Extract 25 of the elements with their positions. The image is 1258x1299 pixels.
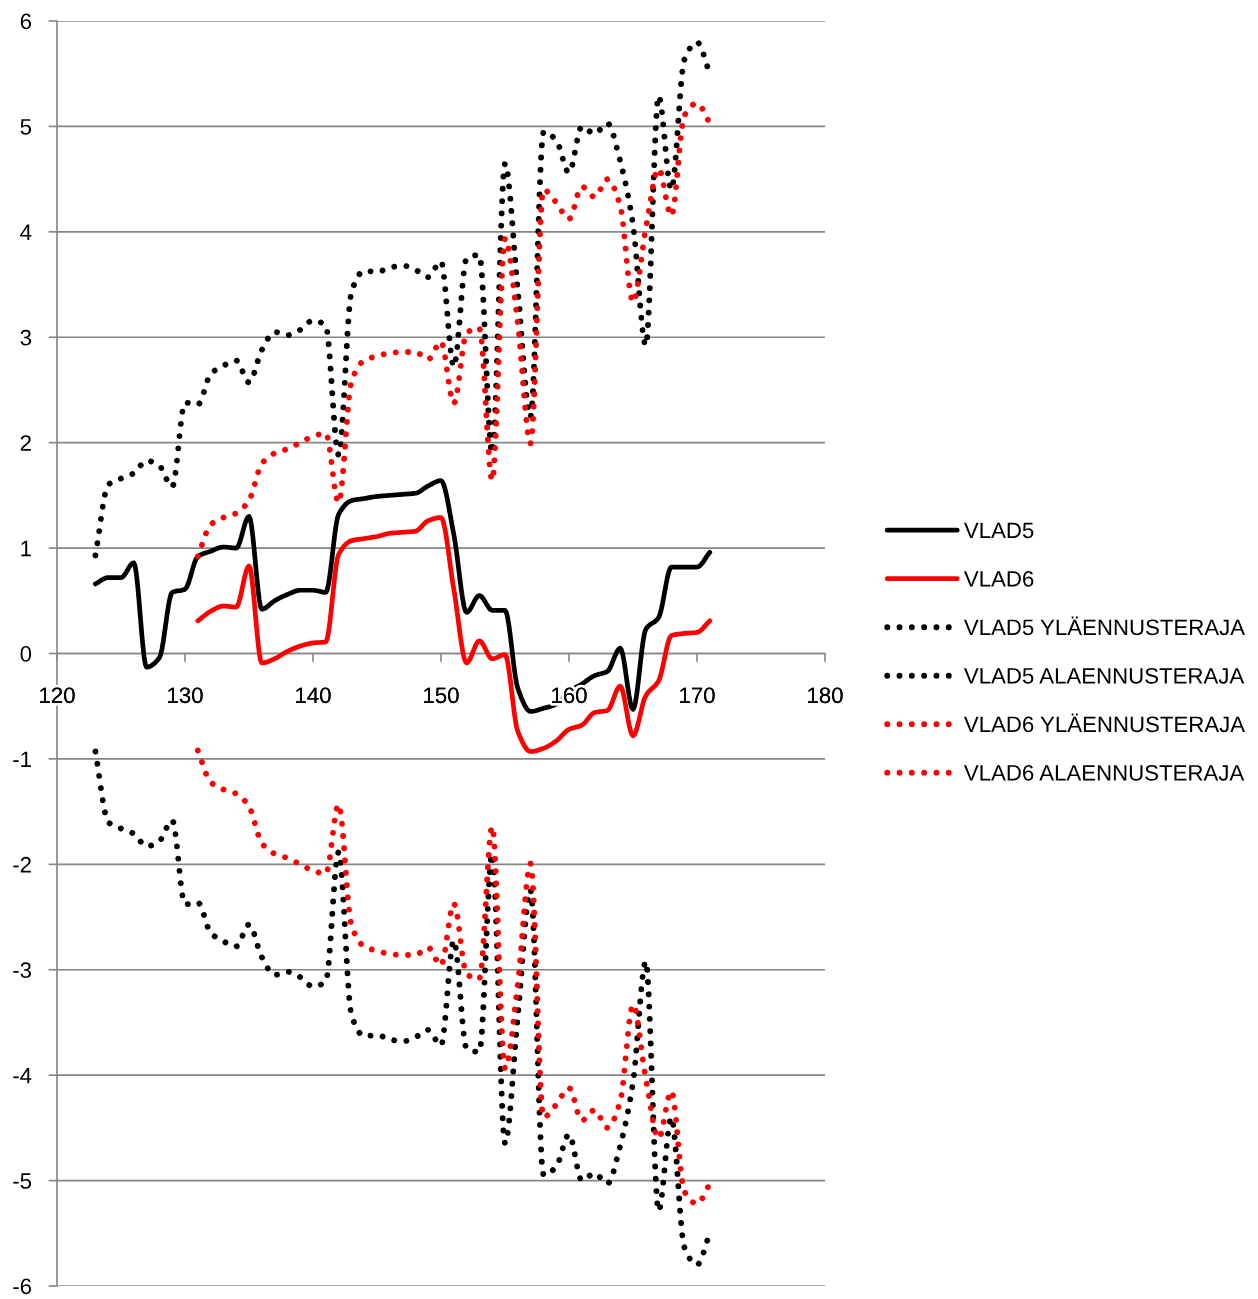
x-tick-label: 170 (680, 687, 715, 704)
y-tick-label: 6 (20, 13, 32, 30)
x-tick-label: 130 (168, 687, 203, 704)
x-tick-label: 180 (808, 687, 843, 704)
y-tick-label: -6 (13, 1278, 32, 1295)
y-tick-label: 0 (20, 646, 32, 662)
y-tick-label: -5 (13, 1173, 32, 1189)
legend-label: VLAD6 ALAENNUSTERAJA (963, 764, 1245, 781)
legend-label: VLAD6 (963, 570, 1034, 587)
x-tick-label: 150 (424, 687, 459, 704)
y-tick-label: -2 (13, 856, 31, 873)
y-tick-label: 4 (20, 224, 32, 240)
legend-label: VLAD5 ALAENNUSTERAJA (963, 667, 1245, 684)
legend-label: VLAD6 YLÄENNUSTERAJA (963, 713, 1246, 733)
y-tick-label: 5 (20, 119, 32, 135)
x-tick-label: 140 (296, 687, 331, 704)
legend-label: VLAD5 YLÄENNUSTERAJA (963, 616, 1246, 636)
y-tick-label: 3 (20, 329, 32, 346)
y-tick-label: -1 (13, 751, 31, 767)
y-tick-label: 1 (21, 540, 31, 557)
x-tick-label: 120 (40, 687, 75, 704)
y-tick-label: -3 (13, 962, 32, 979)
legend-label: VLAD5 (963, 522, 1034, 539)
y-tick-label: 2 (20, 435, 31, 451)
y-tick-label: -4 (13, 1067, 32, 1084)
